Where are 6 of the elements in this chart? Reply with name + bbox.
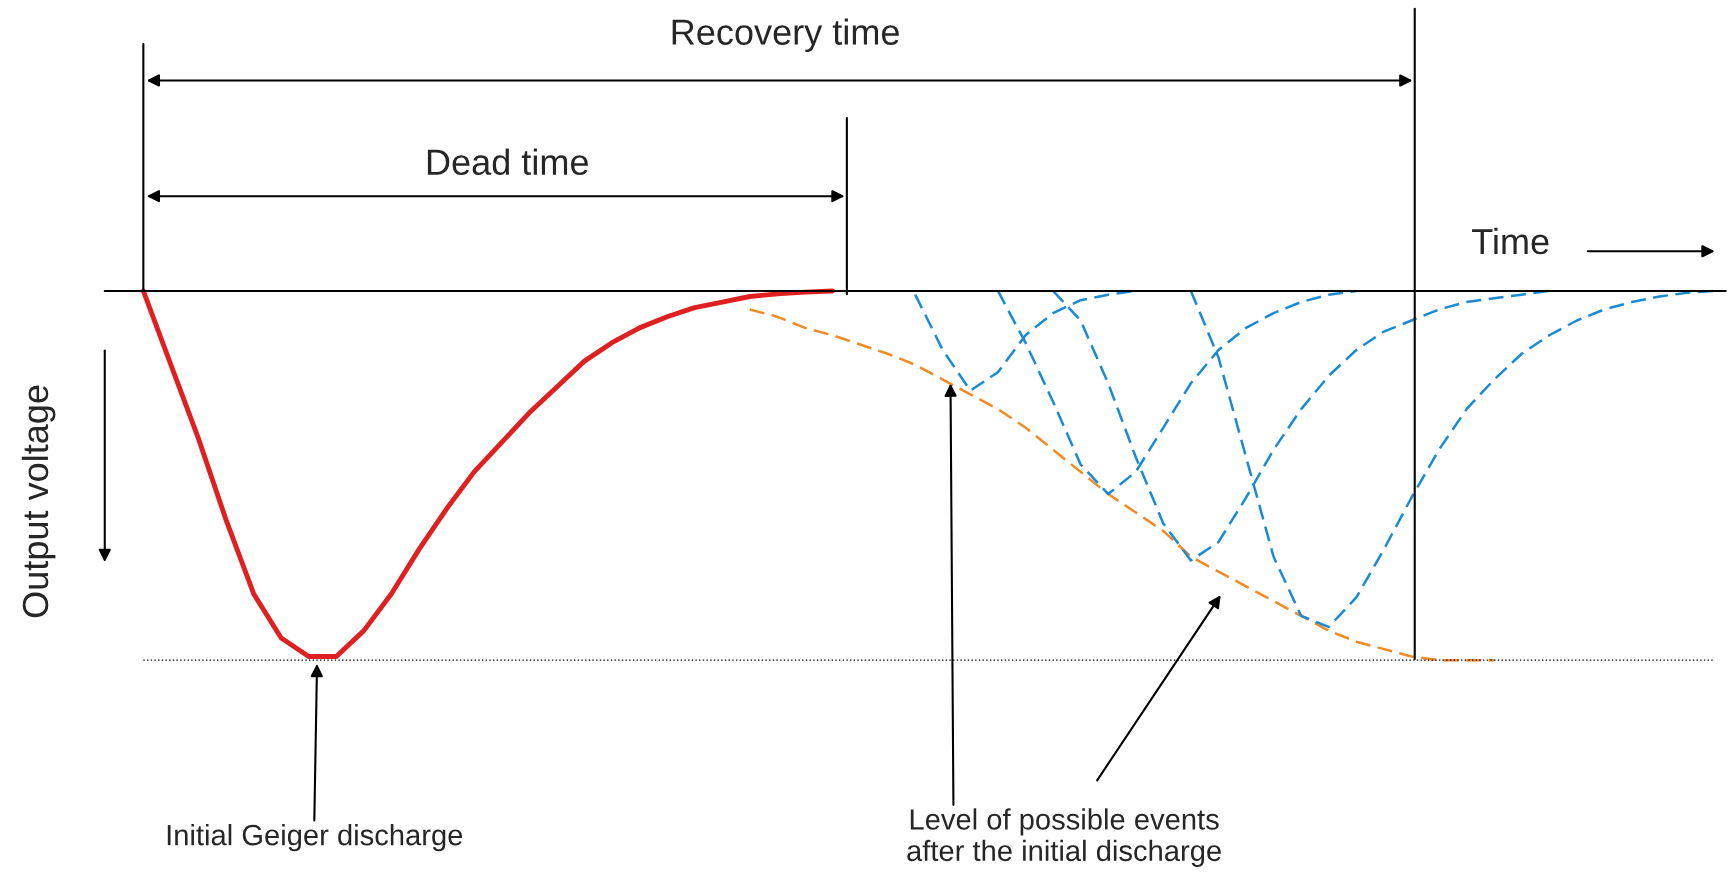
y-axis-title: Output voltage: [21, 385, 56, 618]
text: Level of possible events after the initial discharge: [907, 808, 1221, 867]
text: Recovery time: [672, 18, 899, 53]
x-axis-title: Time: [1472, 227, 1549, 255]
text: Dead time: [427, 148, 588, 176]
text: Initial Geiger discharge: [167, 824, 463, 852]
